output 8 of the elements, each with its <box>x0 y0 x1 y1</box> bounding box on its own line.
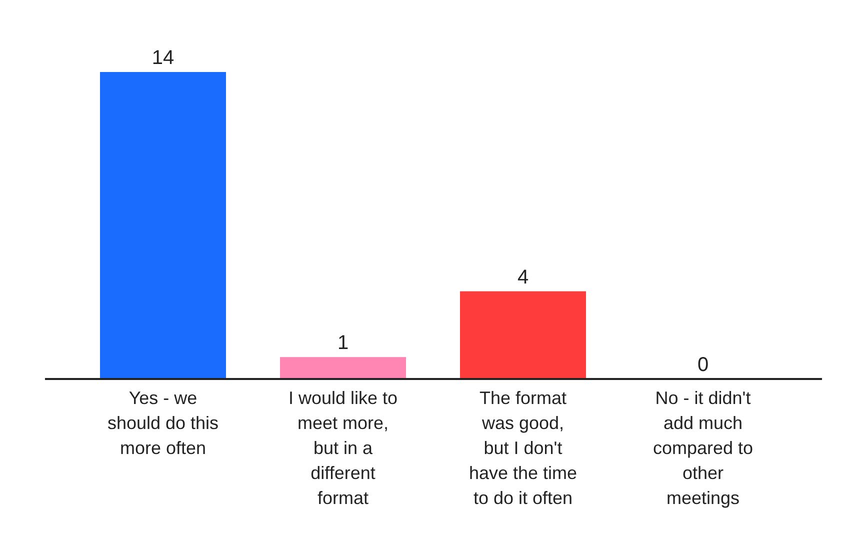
x-tick-label: No - it didn't add much compared to other meetings <box>652 388 754 508</box>
data-label: 14 <box>152 47 174 69</box>
data-label: 0 <box>697 354 709 376</box>
data-label: 1 <box>337 332 349 354</box>
data-label: 4 <box>517 266 529 288</box>
x-tick-label: Yes - we should do this more often <box>107 388 219 458</box>
x-tick-label: I would like to meet more, but in a different format <box>288 388 398 508</box>
x-tick-label: The format was good, but I don't have the time to do it often <box>468 388 578 508</box>
